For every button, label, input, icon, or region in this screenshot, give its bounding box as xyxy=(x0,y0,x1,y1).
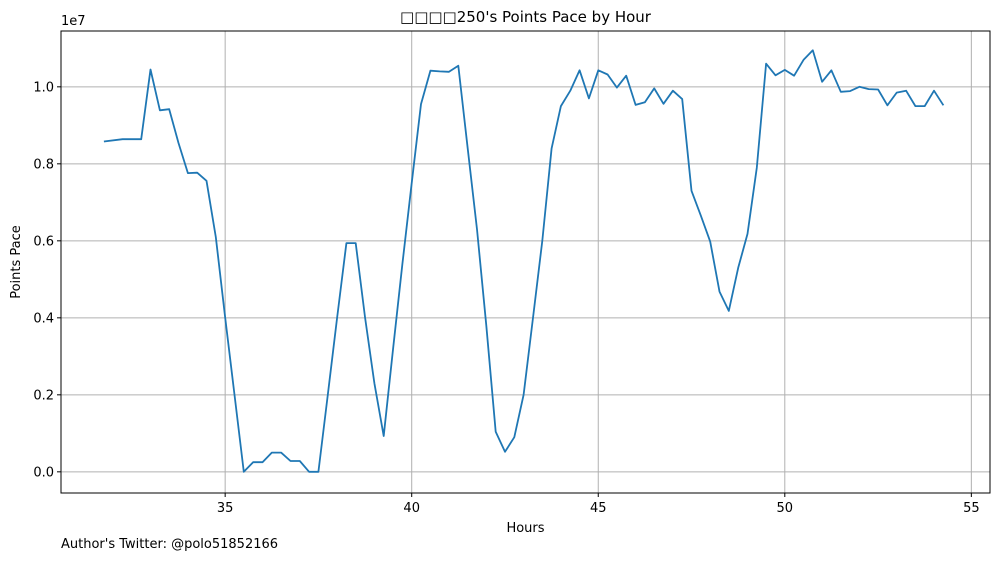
y-tick-label: 1.0 xyxy=(33,80,54,95)
y-tick-label: 0.0 xyxy=(33,465,54,480)
ticks: 35 40 45 50 55 0.0 0.2 0.4 0.6 0.8 1.0 xyxy=(33,80,979,516)
y-scale-label: 1e7 xyxy=(61,14,86,29)
x-axis-label: Hours xyxy=(506,521,544,536)
grid xyxy=(61,31,990,493)
y-tick-label: 0.8 xyxy=(33,157,54,172)
x-tick-label: 35 xyxy=(217,501,234,516)
author-footer: Author's Twitter: @polo51852166 xyxy=(61,537,279,552)
x-tick-label: 40 xyxy=(403,501,420,516)
y-tick-label: 0.2 xyxy=(33,388,54,403)
chart-title: □□□□250's Points Pace by Hour xyxy=(400,8,652,26)
series-line xyxy=(103,49,945,473)
y-tick-label: 0.4 xyxy=(33,311,54,326)
y-tick-label: 0.6 xyxy=(33,234,54,249)
plot-frame xyxy=(60,30,991,494)
x-tick-label: 45 xyxy=(590,501,607,516)
x-tick-label: 55 xyxy=(963,501,980,516)
y-axis-label: Points Pace xyxy=(9,225,24,299)
x-tick-label: 50 xyxy=(777,501,794,516)
